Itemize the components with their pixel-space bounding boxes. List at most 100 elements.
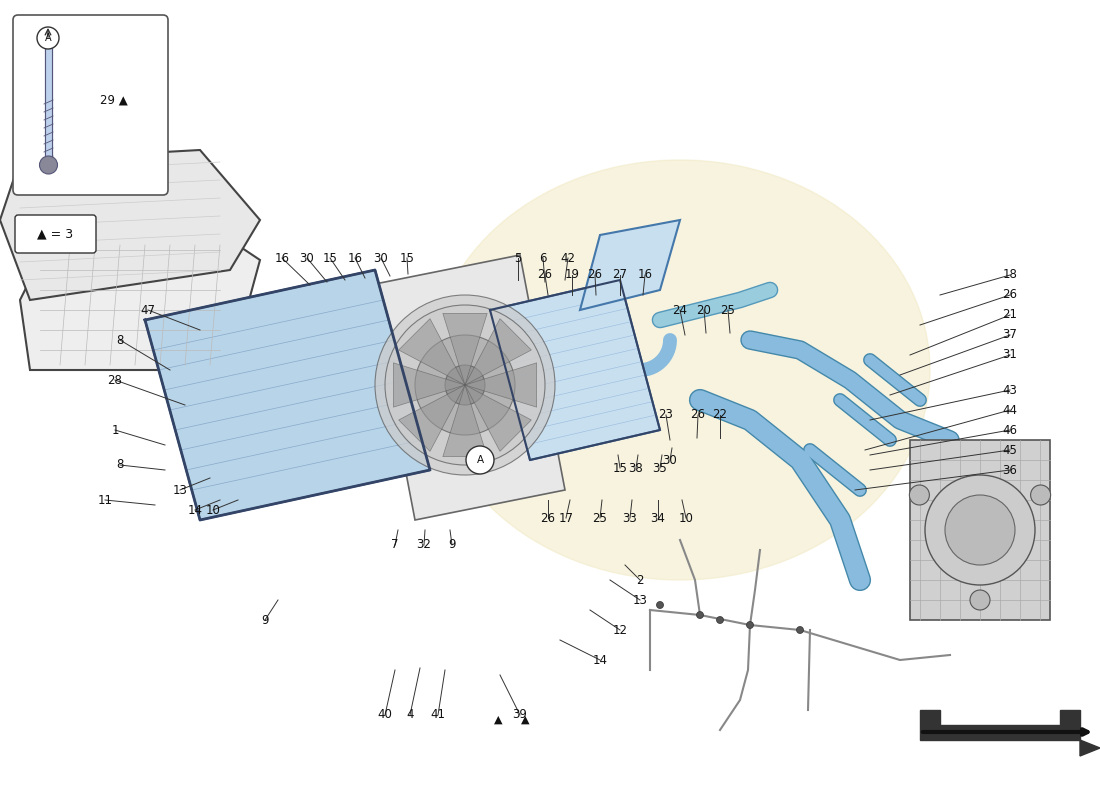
Text: 45: 45 <box>1002 443 1018 457</box>
Text: 20: 20 <box>696 303 712 317</box>
Polygon shape <box>145 270 430 520</box>
FancyBboxPatch shape <box>13 15 168 195</box>
Text: 16: 16 <box>275 251 289 265</box>
Polygon shape <box>45 38 52 45</box>
Text: 22: 22 <box>713 409 727 422</box>
Text: 24: 24 <box>672 303 688 317</box>
Text: 14: 14 <box>187 503 202 517</box>
Text: 1: 1 <box>111 423 119 437</box>
Text: 39: 39 <box>513 709 527 722</box>
Circle shape <box>385 305 544 465</box>
Text: 26: 26 <box>538 269 552 282</box>
Circle shape <box>696 611 704 618</box>
Circle shape <box>466 446 494 474</box>
Text: ▲ = 3: ▲ = 3 <box>37 227 73 241</box>
Polygon shape <box>465 363 537 407</box>
Circle shape <box>945 495 1015 565</box>
Text: ▲: ▲ <box>520 715 529 725</box>
Polygon shape <box>443 385 487 457</box>
Text: 32: 32 <box>417 538 431 551</box>
Text: 9: 9 <box>262 614 268 626</box>
Text: 36: 36 <box>1002 463 1018 477</box>
Text: 29 ▲: 29 ▲ <box>100 94 128 106</box>
Text: 8: 8 <box>117 458 123 471</box>
Text: 47: 47 <box>141 303 155 317</box>
Polygon shape <box>465 385 531 451</box>
Circle shape <box>1031 485 1050 505</box>
Text: 34: 34 <box>650 511 666 525</box>
Circle shape <box>796 626 803 634</box>
Text: 40: 40 <box>377 709 393 722</box>
Text: 15: 15 <box>322 251 338 265</box>
Text: 35: 35 <box>652 462 668 474</box>
Text: 28: 28 <box>108 374 122 386</box>
Circle shape <box>40 156 57 174</box>
Text: 16: 16 <box>638 269 652 282</box>
Text: 15: 15 <box>399 251 415 265</box>
Text: 11: 11 <box>98 494 112 506</box>
Ellipse shape <box>430 160 930 580</box>
Polygon shape <box>910 440 1050 620</box>
Text: 5: 5 <box>515 251 521 265</box>
Circle shape <box>910 485 930 505</box>
Text: 43: 43 <box>1002 383 1018 397</box>
Polygon shape <box>920 710 1080 740</box>
Circle shape <box>37 27 59 49</box>
Text: 13: 13 <box>173 483 187 497</box>
Text: 26: 26 <box>540 511 556 525</box>
Text: 17: 17 <box>559 511 573 525</box>
Text: 26: 26 <box>587 269 603 282</box>
Circle shape <box>925 475 1035 585</box>
Text: 9: 9 <box>449 538 455 551</box>
Text: 26: 26 <box>1002 289 1018 302</box>
Text: A: A <box>476 455 484 465</box>
Text: 38: 38 <box>628 462 643 474</box>
Polygon shape <box>398 385 465 451</box>
Text: 12: 12 <box>613 623 627 637</box>
Text: 10: 10 <box>206 503 220 517</box>
Polygon shape <box>0 150 260 300</box>
Polygon shape <box>580 220 680 310</box>
Circle shape <box>415 335 515 435</box>
Polygon shape <box>465 318 531 385</box>
Text: 4: 4 <box>406 709 414 722</box>
Polygon shape <box>490 280 660 460</box>
Polygon shape <box>398 318 465 385</box>
Text: ▲: ▲ <box>494 715 503 725</box>
Text: 15: 15 <box>613 462 627 474</box>
Text: 25: 25 <box>720 303 736 317</box>
Text: 13: 13 <box>632 594 648 606</box>
Text: 21: 21 <box>1002 309 1018 322</box>
Text: 42: 42 <box>561 251 575 265</box>
Text: 46: 46 <box>1002 423 1018 437</box>
Text: 8: 8 <box>117 334 123 346</box>
Text: 44: 44 <box>1002 403 1018 417</box>
Text: 23: 23 <box>659 409 673 422</box>
Polygon shape <box>1080 740 1100 756</box>
Text: 6: 6 <box>539 251 547 265</box>
Text: 37: 37 <box>1002 329 1018 342</box>
Text: 14: 14 <box>593 654 607 666</box>
Polygon shape <box>370 255 565 520</box>
Polygon shape <box>45 45 52 160</box>
Circle shape <box>446 365 485 405</box>
Text: 2: 2 <box>636 574 644 586</box>
Text: 10: 10 <box>679 511 693 525</box>
Text: 19: 19 <box>564 269 580 282</box>
Circle shape <box>716 617 724 623</box>
FancyBboxPatch shape <box>15 215 96 253</box>
Text: 18: 18 <box>1002 269 1018 282</box>
Text: 33: 33 <box>623 511 637 525</box>
Circle shape <box>970 590 990 610</box>
Text: 26: 26 <box>691 409 705 422</box>
Text: 16: 16 <box>348 251 363 265</box>
Circle shape <box>375 295 556 475</box>
Text: 25: 25 <box>593 511 607 525</box>
Text: 27: 27 <box>613 269 627 282</box>
Polygon shape <box>443 314 487 385</box>
Circle shape <box>657 602 663 609</box>
Circle shape <box>747 622 754 629</box>
Polygon shape <box>394 363 465 407</box>
Text: A: A <box>45 33 52 43</box>
Text: 7: 7 <box>392 538 398 551</box>
